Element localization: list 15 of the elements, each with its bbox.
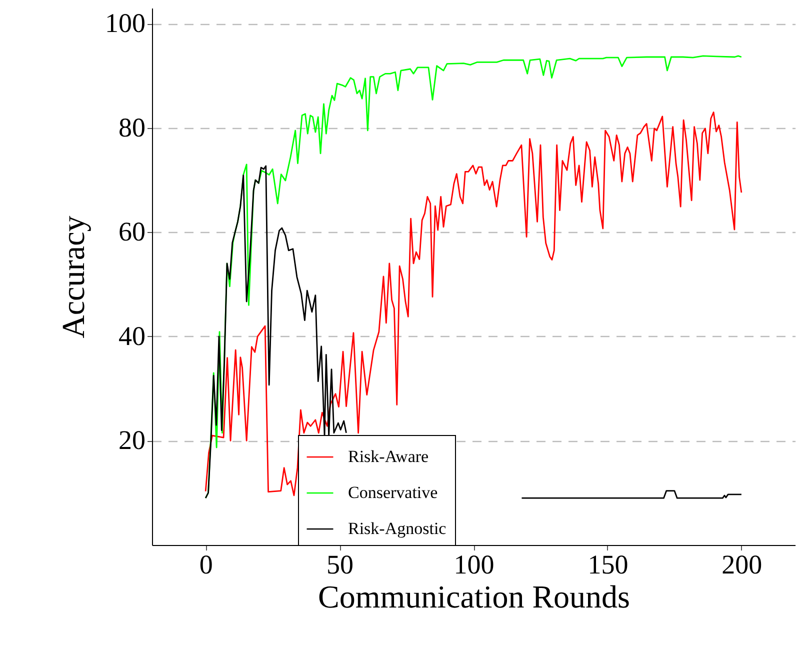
y-tick-label: 40 xyxy=(118,320,146,351)
legend-label: Conservative xyxy=(348,483,438,502)
x-tick-label: 200 xyxy=(722,550,762,580)
legend-label: Risk-Aware xyxy=(348,447,429,466)
y-tick-label: 20 xyxy=(118,425,146,456)
x-axis-title: Communication Rounds xyxy=(318,578,630,614)
x-tick-label: 150 xyxy=(588,550,628,580)
y-tick-label: 60 xyxy=(118,216,146,247)
y-axis-title: Accuracy xyxy=(55,216,91,338)
y-tick-label: 100 xyxy=(105,8,146,38)
y-tick-label: 80 xyxy=(118,112,146,142)
x-tick-label: 0 xyxy=(199,550,213,580)
x-tick-label: 100 xyxy=(454,550,494,580)
x-tick-label: 50 xyxy=(326,550,354,580)
legend-label: Risk-Agnostic xyxy=(348,519,447,538)
